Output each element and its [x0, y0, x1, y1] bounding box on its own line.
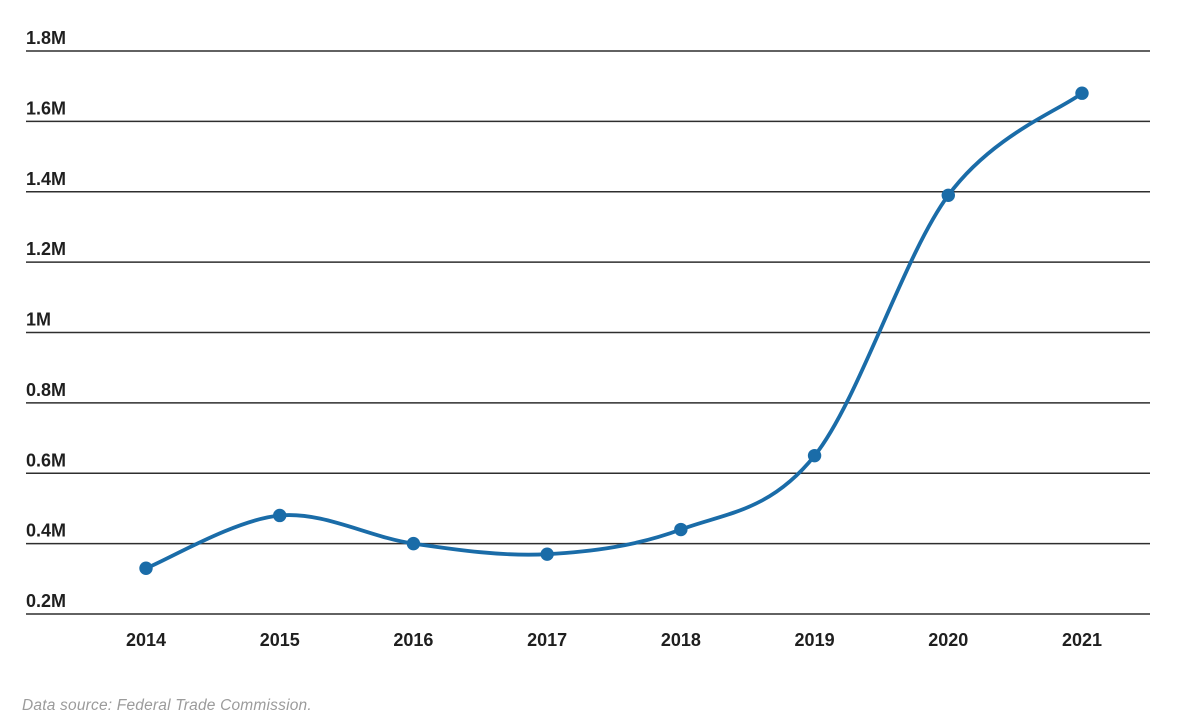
x-axis-tick-label: 2021: [1062, 630, 1102, 650]
y-axis-tick-label: 1.6M: [26, 98, 66, 118]
x-axis-tick-label: 2016: [393, 630, 433, 650]
data-point: [406, 536, 421, 551]
y-axis-tick-label: 1.8M: [26, 28, 66, 48]
y-axis-tick-label: 1.2M: [26, 239, 66, 259]
y-axis-tick-label: 0.8M: [26, 380, 66, 400]
data-point: [674, 522, 688, 537]
y-axis-tick-label: 0.4M: [26, 521, 66, 541]
data-point: [941, 188, 955, 202]
x-axis-tick-label: 2020: [928, 630, 968, 650]
data-source-note: Data source: Federal Trade Commission.: [22, 697, 312, 714]
data-point: [540, 547, 554, 561]
x-axis-tick-label: 2014: [126, 630, 166, 650]
x-axis-tick-label: 2019: [795, 630, 835, 650]
data-line: [144, 91, 1084, 571]
x-axis-tick-label: 2015: [260, 630, 300, 650]
data-point: [807, 448, 822, 463]
x-axis-tick-label: 2017: [527, 630, 567, 650]
data-point: [1075, 86, 1089, 100]
y-axis-tick-label: 0.6M: [26, 450, 66, 470]
x-axis-tick-label: 2018: [661, 630, 701, 650]
y-axis-tick-label: 0.2M: [26, 591, 66, 611]
y-axis-tick-label: 1.4M: [26, 169, 66, 189]
y-axis-tick-label: 1M: [26, 310, 51, 330]
data-point: [139, 561, 153, 575]
data-point: [273, 508, 287, 523]
